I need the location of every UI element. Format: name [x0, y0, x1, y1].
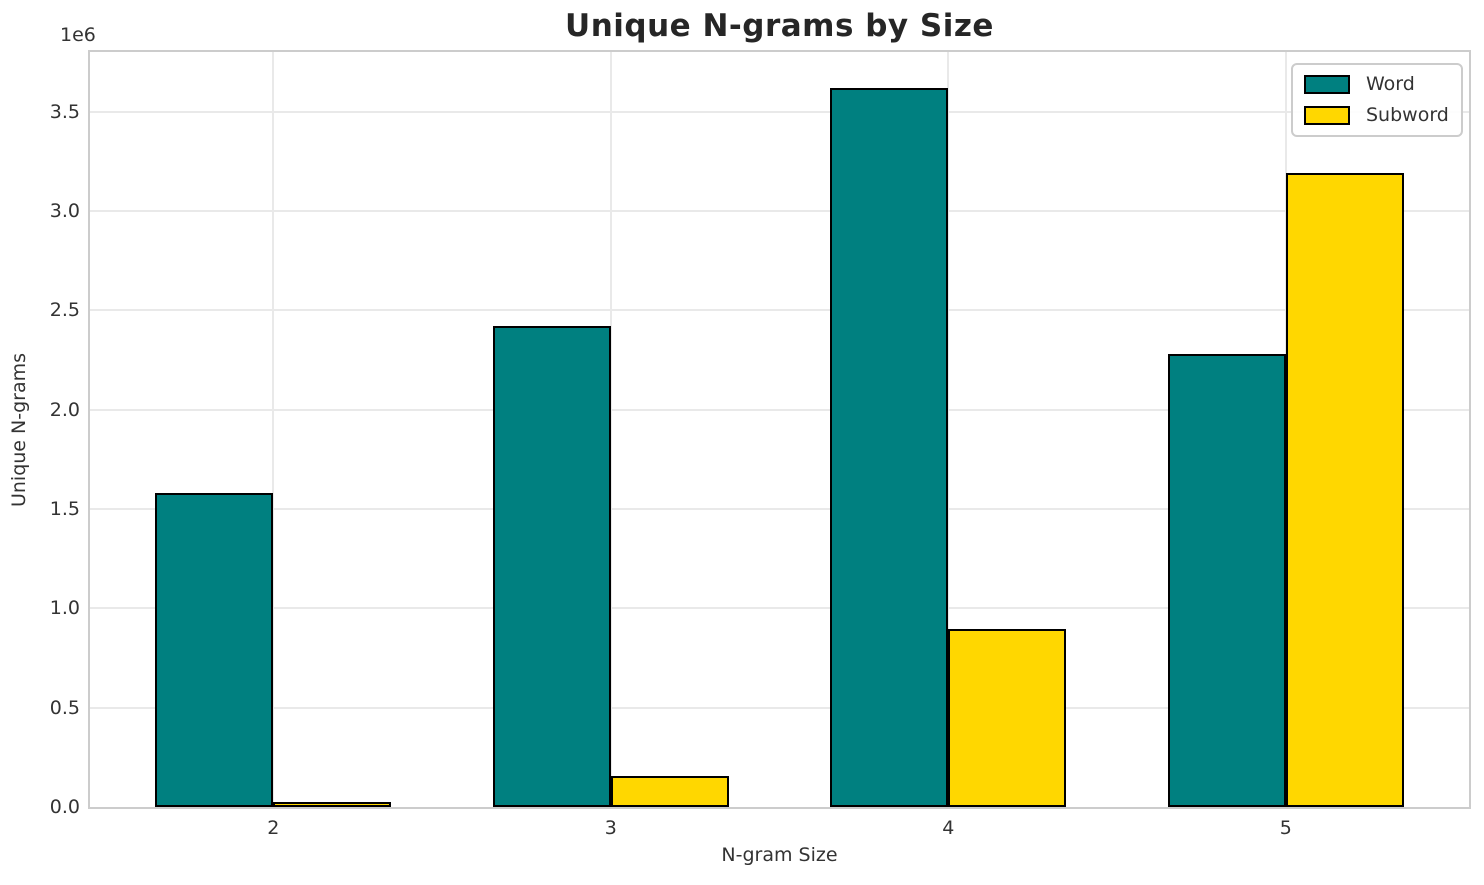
x-tick-label: 5: [1279, 817, 1292, 839]
y-tick-label: 0.5: [49, 696, 80, 719]
y-tick-label: 1.5: [49, 497, 80, 520]
gridline-horizontal: [90, 706, 1469, 709]
y-tick-label: 3.5: [49, 100, 80, 123]
subword-bar: [273, 802, 392, 807]
legend-label-word: Word: [1366, 73, 1415, 95]
y-tick-label: 0.0: [49, 796, 80, 818]
gridline-vertical: [947, 52, 950, 807]
legend-label-subword: Subword: [1366, 104, 1449, 126]
gridline-horizontal: [90, 408, 1469, 411]
subword-bar: [610, 776, 729, 807]
y-tick-label: 1.0: [49, 597, 80, 620]
word-series-swatch: [1304, 74, 1350, 94]
y-tick-label: 2.0: [49, 398, 80, 421]
x-tick-label: 4: [942, 817, 955, 839]
gridline-vertical: [272, 52, 275, 807]
y-tick-label: 3.0: [49, 199, 80, 222]
gridline-horizontal: [90, 110, 1469, 113]
y-axis-offset-text: 1e6: [60, 24, 96, 46]
legend-item-subword: Subword: [1304, 104, 1449, 126]
x-tick-label: 2: [267, 817, 280, 839]
word-bar: [492, 326, 611, 807]
subword-bar: [1285, 173, 1404, 807]
legend-item-word: Word: [1304, 73, 1449, 95]
legend: Word Subword: [1291, 63, 1463, 137]
gridline-horizontal: [90, 607, 1469, 610]
y-tick-label: 2.5: [49, 299, 80, 322]
x-tick-label: 3: [604, 817, 617, 839]
x-axis-label: N-gram Size: [721, 844, 838, 866]
gridline-horizontal: [90, 309, 1469, 312]
subword-bar: [948, 629, 1067, 807]
gridline-horizontal: [90, 209, 1469, 212]
word-bar: [1167, 354, 1286, 807]
chart-title: Unique N-grams by Size: [565, 8, 994, 44]
word-bar: [155, 493, 274, 807]
subword-series-swatch: [1304, 105, 1350, 125]
gridline-horizontal: [90, 507, 1469, 510]
word-bar: [830, 87, 949, 807]
gridline-vertical: [609, 52, 612, 807]
plot-area: [88, 50, 1471, 809]
